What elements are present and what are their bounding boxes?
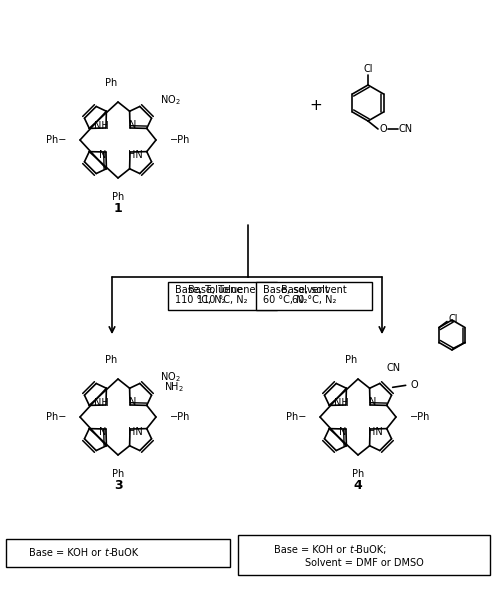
- FancyBboxPatch shape: [6, 539, 230, 567]
- Text: Base, Toluene: Base, Toluene: [175, 285, 243, 295]
- Text: CN: CN: [386, 364, 401, 373]
- Text: CN: CN: [399, 124, 413, 134]
- Text: N: N: [129, 397, 137, 407]
- Text: Ph: Ph: [345, 355, 357, 365]
- Text: 3: 3: [114, 479, 123, 492]
- Text: 110 °C, N₂: 110 °C, N₂: [175, 295, 226, 305]
- Text: −Ph: −Ph: [170, 412, 190, 422]
- FancyBboxPatch shape: [256, 282, 372, 310]
- Text: 110 °C, N₂: 110 °C, N₂: [197, 295, 247, 305]
- Text: t: t: [104, 548, 108, 558]
- Text: N: N: [339, 427, 347, 437]
- Text: 1: 1: [114, 202, 123, 215]
- Text: HN: HN: [368, 427, 382, 437]
- Text: O: O: [411, 380, 418, 390]
- Text: Ph−: Ph−: [286, 412, 306, 422]
- Text: Ph−: Ph−: [46, 135, 66, 145]
- Text: Base = KOH or: Base = KOH or: [29, 548, 104, 558]
- Text: 60 °C, N₂: 60 °C, N₂: [292, 295, 336, 305]
- FancyBboxPatch shape: [168, 282, 277, 310]
- Text: NH: NH: [334, 398, 348, 408]
- Text: HN: HN: [127, 427, 142, 437]
- Text: N: N: [99, 427, 107, 437]
- Text: Cl: Cl: [363, 64, 373, 74]
- Text: N: N: [370, 397, 376, 407]
- Text: Ph−: Ph−: [46, 412, 66, 422]
- Text: Cl: Cl: [448, 314, 458, 324]
- Text: Ph: Ph: [105, 355, 117, 365]
- Text: 60 °C, N₂: 60 °C, N₂: [263, 295, 308, 305]
- Text: -BuOK;: -BuOK;: [354, 544, 387, 555]
- Text: +: +: [310, 98, 322, 112]
- Text: O: O: [379, 124, 387, 134]
- Text: Base, solvent: Base, solvent: [281, 285, 347, 295]
- Text: t: t: [349, 544, 353, 555]
- Text: NO$_2$: NO$_2$: [160, 371, 180, 384]
- Text: NO$_2$: NO$_2$: [160, 93, 180, 107]
- Text: Base = KOH or: Base = KOH or: [274, 544, 349, 555]
- Text: Base, Toluene: Base, Toluene: [188, 285, 256, 295]
- Text: 4: 4: [354, 479, 363, 492]
- Text: Ph: Ph: [112, 192, 124, 202]
- Text: N: N: [129, 120, 137, 130]
- Text: NH: NH: [94, 398, 108, 408]
- FancyBboxPatch shape: [238, 535, 490, 575]
- Text: N: N: [99, 150, 107, 160]
- Text: Base, solvent: Base, solvent: [263, 285, 329, 295]
- Text: −Ph: −Ph: [170, 135, 190, 145]
- Text: NH: NH: [94, 121, 108, 131]
- Text: Ph: Ph: [112, 469, 124, 479]
- Text: −Ph: −Ph: [410, 412, 431, 422]
- Text: Solvent = DMF or DMSO: Solvent = DMF or DMSO: [305, 558, 424, 568]
- Text: Ph: Ph: [352, 469, 364, 479]
- Text: Ph: Ph: [105, 78, 117, 88]
- Text: -BuOK: -BuOK: [109, 548, 139, 558]
- Text: HN: HN: [127, 150, 142, 160]
- Text: NH$_2$: NH$_2$: [164, 380, 184, 394]
